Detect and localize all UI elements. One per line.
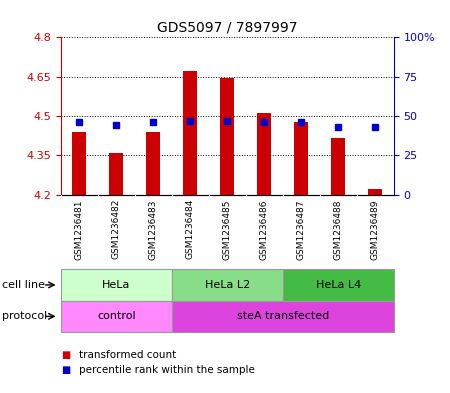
Bar bbox=[257, 113, 271, 195]
Bar bbox=[220, 78, 234, 195]
Bar bbox=[61, 269, 172, 301]
Bar bbox=[172, 269, 283, 301]
Text: HeLa L2: HeLa L2 bbox=[205, 280, 250, 290]
Text: protocol: protocol bbox=[2, 311, 48, 321]
Text: percentile rank within the sample: percentile rank within the sample bbox=[79, 365, 255, 375]
Text: ■: ■ bbox=[61, 350, 70, 360]
Text: steA transfected: steA transfected bbox=[237, 311, 329, 321]
Bar bbox=[183, 72, 197, 195]
Bar bbox=[172, 301, 394, 332]
Text: GSM1236489: GSM1236489 bbox=[371, 199, 380, 259]
Title: GDS5097 / 7897997: GDS5097 / 7897997 bbox=[157, 21, 297, 35]
Bar bbox=[368, 189, 382, 195]
Text: transformed count: transformed count bbox=[79, 350, 176, 360]
Text: HeLa: HeLa bbox=[102, 280, 130, 290]
Text: GSM1236483: GSM1236483 bbox=[149, 199, 158, 259]
Bar bbox=[283, 269, 394, 301]
Text: GSM1236481: GSM1236481 bbox=[75, 199, 84, 259]
Text: GSM1236487: GSM1236487 bbox=[297, 199, 306, 259]
Text: control: control bbox=[97, 311, 135, 321]
Bar bbox=[61, 301, 172, 332]
Text: GSM1236488: GSM1236488 bbox=[334, 199, 343, 259]
Text: GSM1236484: GSM1236484 bbox=[186, 199, 195, 259]
Text: cell line: cell line bbox=[2, 280, 45, 290]
Bar bbox=[109, 152, 123, 195]
Text: GSM1236485: GSM1236485 bbox=[223, 199, 232, 259]
Bar bbox=[72, 132, 86, 195]
Bar bbox=[146, 132, 160, 195]
Text: ■: ■ bbox=[61, 365, 70, 375]
Text: GSM1236482: GSM1236482 bbox=[112, 199, 121, 259]
Text: HeLa L4: HeLa L4 bbox=[315, 280, 361, 290]
Text: GSM1236486: GSM1236486 bbox=[260, 199, 269, 259]
Bar bbox=[331, 138, 345, 195]
Bar bbox=[294, 123, 308, 195]
